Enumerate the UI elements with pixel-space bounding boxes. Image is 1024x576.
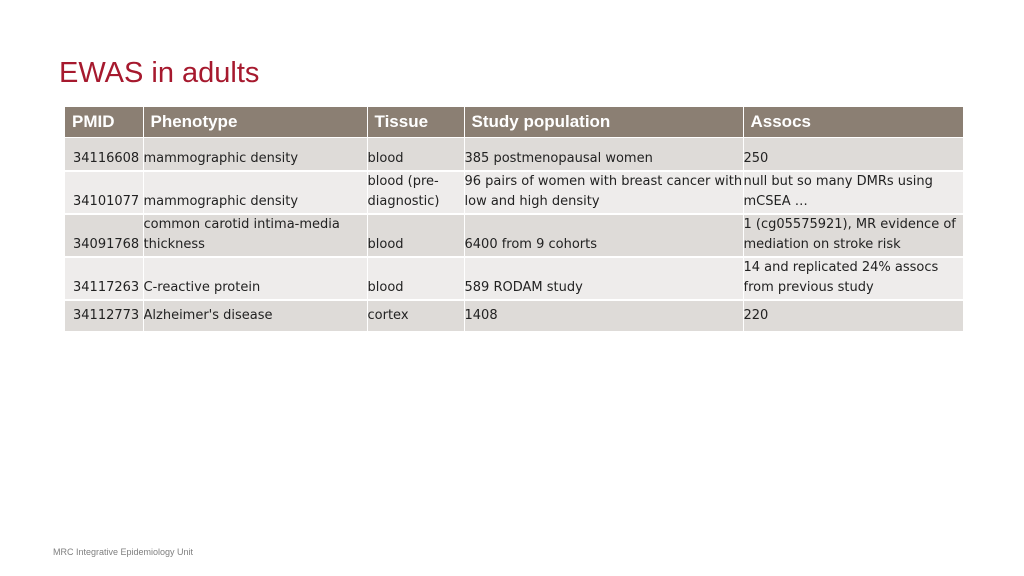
table-header-row: PMID Phenotype Tissue Study population A… xyxy=(65,107,963,138)
cell-phenotype: Alzheimer's disease xyxy=(143,300,368,333)
cell-assocs: null but so many DMRs using mCSEA … xyxy=(743,171,963,215)
header-phenotype: Phenotype xyxy=(143,107,368,138)
cell-assocs: 1 (cg05575921), MR evidence of mediation… xyxy=(743,214,963,258)
cell-phenotype: mammographic density xyxy=(143,171,368,215)
cell-tissue: blood xyxy=(367,214,465,258)
cell-study-population: 96 pairs of women with breast cancer wit… xyxy=(464,171,744,215)
cell-study-population: 385 postmenopausal women xyxy=(464,137,744,172)
cell-assocs: 250 xyxy=(743,137,963,172)
cell-tissue: blood xyxy=(367,257,465,301)
footer-text: MRC Integrative Epidemiology Unit xyxy=(53,547,194,557)
header-tissue: Tissue xyxy=(367,107,465,138)
cell-pmid: 34112773 xyxy=(65,300,144,333)
cell-tissue: blood xyxy=(367,137,465,172)
cell-assocs: 14 and replicated 24% assocs from previo… xyxy=(743,257,963,301)
cell-study-population: 1408 xyxy=(464,300,744,333)
cell-pmid: 34091768 xyxy=(65,214,144,258)
cell-pmid: 34101077 xyxy=(65,171,144,215)
header-pmid: PMID xyxy=(65,107,144,138)
table-row: 34112773 Alzheimer's disease cortex 1408… xyxy=(65,300,963,333)
cell-phenotype: C-reactive protein xyxy=(143,257,368,301)
cell-study-population: 6400 from 9 cohorts xyxy=(464,214,744,258)
table-row: 34101077 mammographic density blood (pre… xyxy=(65,171,963,215)
cell-phenotype: mammographic density xyxy=(143,137,368,172)
cell-pmid: 34117263 xyxy=(65,257,144,301)
table-row: 34091768 common carotid intima-media thi… xyxy=(65,214,963,258)
cell-phenotype: common carotid intima-media thickness xyxy=(143,214,368,258)
cell-pmid: 34116608 xyxy=(65,137,144,172)
table-row: 34116608 mammographic density blood 385 … xyxy=(65,137,963,172)
cell-assocs: 220 xyxy=(743,300,963,333)
cell-study-population: 589 RODAM study xyxy=(464,257,744,301)
ewas-table: PMID Phenotype Tissue Study population A… xyxy=(65,107,963,333)
table-row: 34117263 C-reactive protein blood 589 RO… xyxy=(65,257,963,301)
cell-tissue: blood (pre-diagnostic) xyxy=(367,171,465,215)
header-study-population: Study population xyxy=(464,107,744,138)
slide-title: EWAS in adults xyxy=(59,57,260,89)
header-assocs: Assocs xyxy=(743,107,963,138)
cell-tissue: cortex xyxy=(367,300,465,333)
